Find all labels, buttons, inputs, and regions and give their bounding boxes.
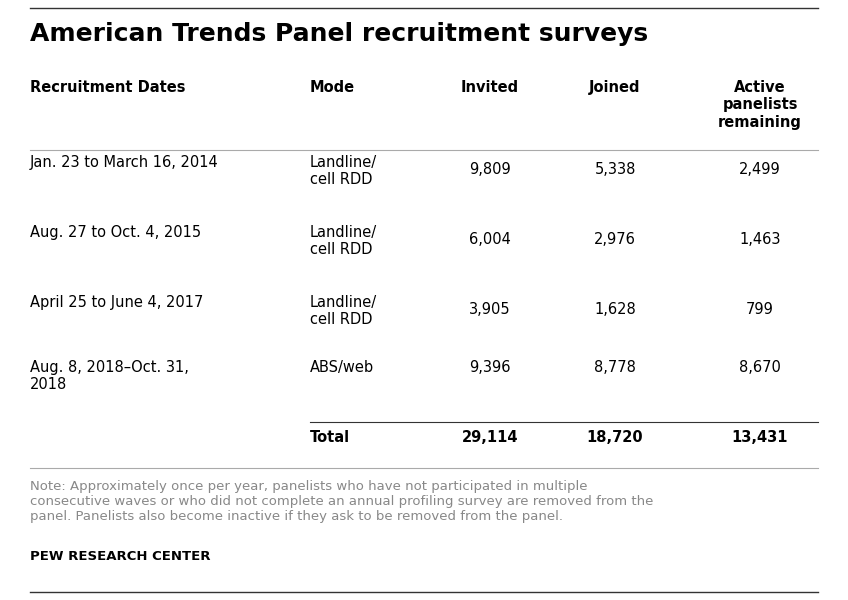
Text: 799: 799 [746, 301, 774, 317]
Text: Landline/
cell RDD: Landline/ cell RDD [310, 225, 377, 257]
Text: Recruitment Dates: Recruitment Dates [30, 80, 186, 95]
Text: 2,976: 2,976 [594, 232, 636, 247]
Text: 18,720: 18,720 [587, 430, 644, 445]
Text: Mode: Mode [310, 80, 355, 95]
Text: American Trends Panel recruitment surveys: American Trends Panel recruitment survey… [30, 22, 648, 46]
Text: PEW RESEARCH CENTER: PEW RESEARCH CENTER [30, 550, 210, 563]
Text: 1,628: 1,628 [594, 301, 636, 317]
Text: 3,905: 3,905 [469, 301, 510, 317]
Text: 8,778: 8,778 [594, 359, 636, 374]
Text: Aug. 27 to Oct. 4, 2015: Aug. 27 to Oct. 4, 2015 [30, 225, 201, 240]
Text: 9,396: 9,396 [469, 359, 510, 374]
Text: 5,338: 5,338 [594, 161, 636, 176]
Text: Aug. 8, 2018–Oct. 31,
2018: Aug. 8, 2018–Oct. 31, 2018 [30, 360, 189, 392]
Text: Joined: Joined [589, 80, 641, 95]
Text: ABS/web: ABS/web [310, 360, 374, 375]
Text: Total: Total [310, 430, 350, 445]
Text: 29,114: 29,114 [462, 430, 518, 445]
Text: Note: Approximately once per year, panelists who have not participated in multip: Note: Approximately once per year, panel… [30, 480, 653, 523]
Text: 1,463: 1,463 [739, 232, 781, 247]
Text: Landline/
cell RDD: Landline/ cell RDD [310, 155, 377, 187]
Text: 13,431: 13,431 [732, 430, 789, 445]
Text: 2,499: 2,499 [739, 161, 781, 176]
Text: 6,004: 6,004 [469, 232, 511, 247]
Text: Active
panelists
remaining: Active panelists remaining [718, 80, 802, 130]
Text: 9,809: 9,809 [469, 161, 510, 176]
Text: 8,670: 8,670 [739, 359, 781, 374]
Text: Jan. 23 to March 16, 2014: Jan. 23 to March 16, 2014 [30, 155, 219, 170]
Text: Invited: Invited [461, 80, 519, 95]
Text: Landline/
cell RDD: Landline/ cell RDD [310, 295, 377, 328]
Text: April 25 to June 4, 2017: April 25 to June 4, 2017 [30, 295, 204, 310]
